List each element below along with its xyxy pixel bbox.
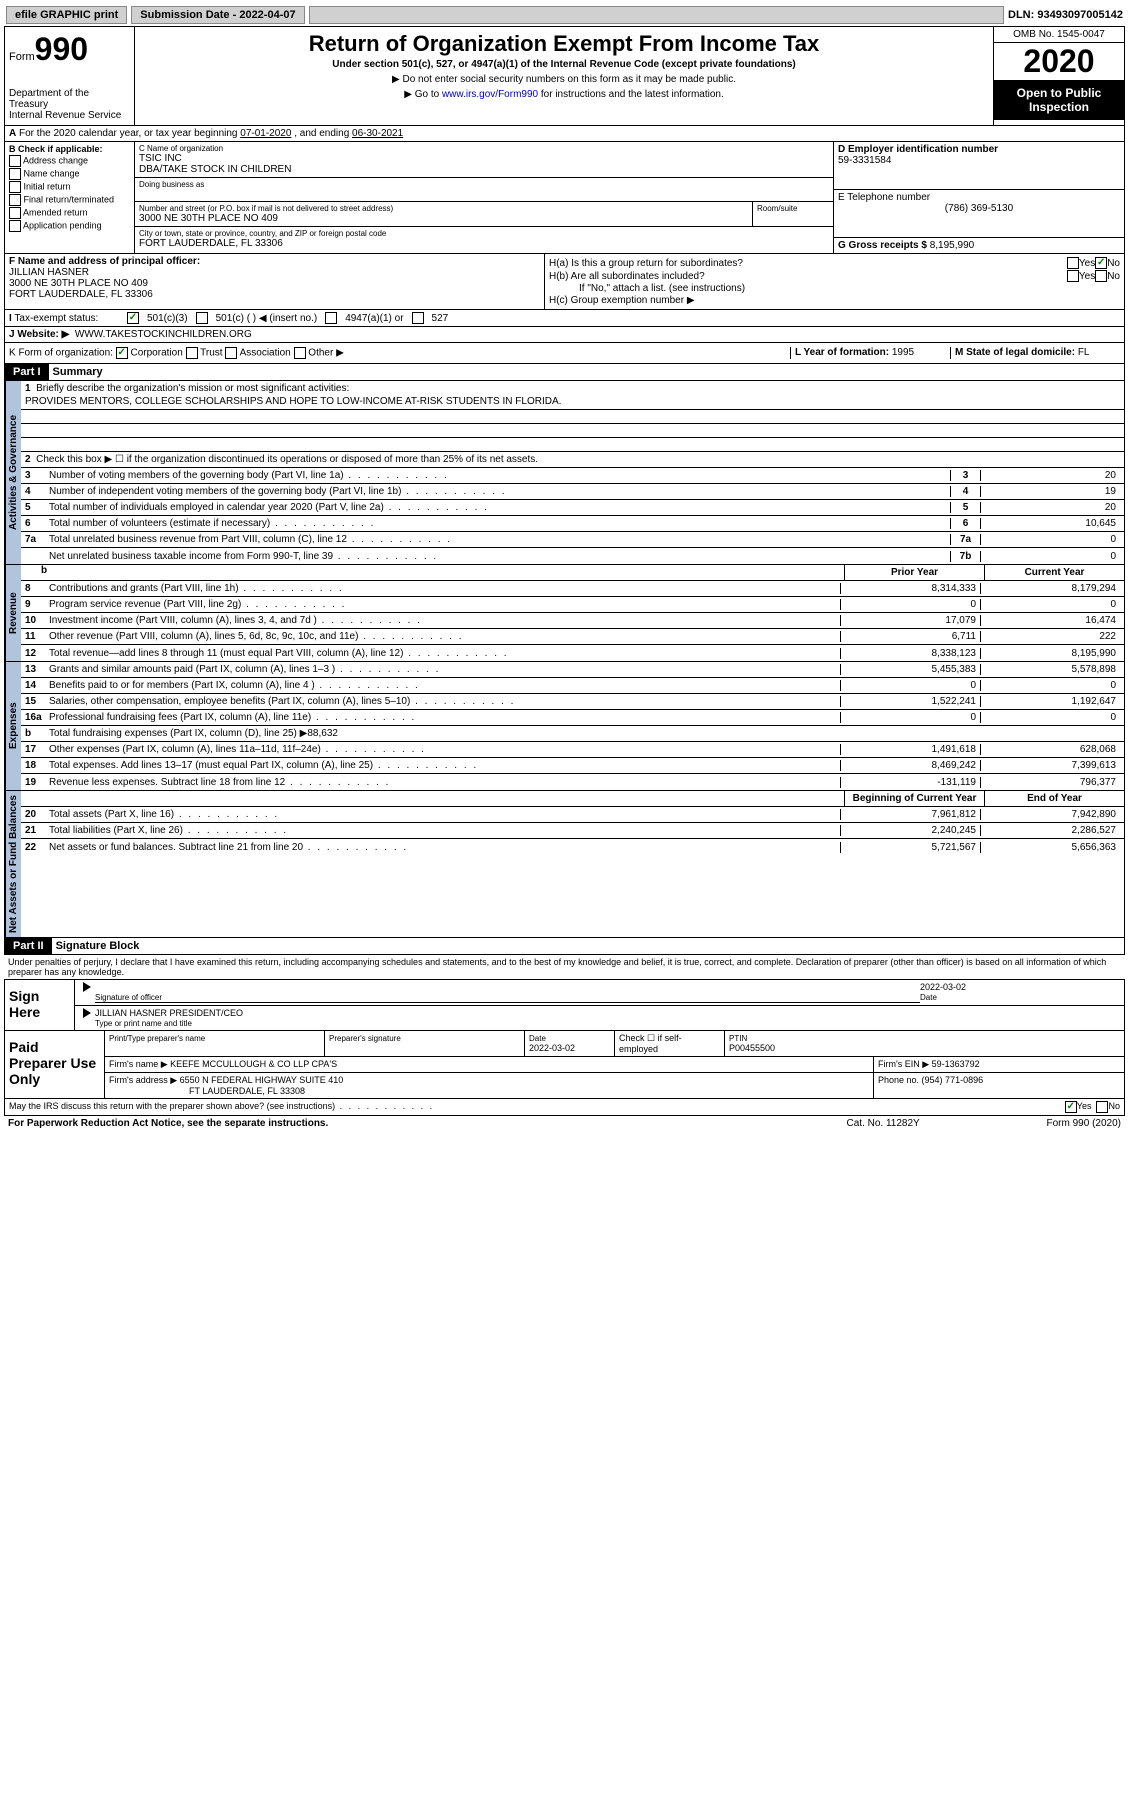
form-subtitle: Under section 501(c), 527, or 4947(a)(1)… — [139, 59, 989, 70]
summary-line: 6Total number of volunteers (estimate if… — [21, 516, 1124, 532]
toolbar-spacer — [309, 6, 1004, 24]
ha-question: H(a) Is this a group return for subordin… — [549, 258, 1067, 269]
gross-label: G Gross receipts $ — [838, 240, 930, 251]
instruction-2: ▶ Go to www.irs.gov/Form990 for instruct… — [139, 89, 989, 100]
signature-caret-icon — [83, 1008, 91, 1018]
sign-here-label: Sign Here — [5, 980, 75, 1030]
submission-date-button[interactable]: Submission Date - 2022-04-07 — [131, 6, 304, 24]
summary-line: 20Total assets (Part X, line 16)7,961,81… — [21, 807, 1124, 823]
addr-label: Number and street (or P.O. box if mail i… — [139, 204, 748, 213]
k-row: K Form of organization: Corporation Trus… — [4, 343, 1125, 364]
form-header: Form990 Department of the Treasury Inter… — [4, 26, 1125, 126]
open-public-badge: Open to Public Inspection — [994, 80, 1124, 120]
expenses-section: Expenses 13Grants and similar amounts pa… — [4, 662, 1125, 791]
perjury-text: Under penalties of perjury, I declare th… — [4, 955, 1125, 979]
part2-header: Part IISignature Block — [4, 938, 1125, 955]
irs-link[interactable]: www.irs.gov/Form990 — [442, 89, 538, 100]
summary-line: bTotal fundraising expenses (Part IX, co… — [21, 726, 1124, 742]
hb-note: If "No," attach a list. (see instruction… — [549, 283, 1120, 294]
org-name: TSIC INC — [139, 153, 829, 164]
hc-question: H(c) Group exemption number ▶ — [549, 295, 1120, 306]
summary-line: 19Revenue less expenses. Subtract line 1… — [21, 774, 1124, 790]
tax-status-row: I Tax-exempt status: 501(c)(3) 501(c) ( … — [4, 310, 1125, 327]
org-info-row: B Check if applicable: Address change Na… — [4, 142, 1125, 254]
page-footer: For Paperwork Reduction Act Notice, see … — [4, 1116, 1125, 1131]
summary-line: 4Number of independent voting members of… — [21, 484, 1124, 500]
paid-preparer-label: Paid Preparer Use Only — [5, 1031, 105, 1098]
discuss-question: May the IRS discuss this return with the… — [9, 1101, 1065, 1113]
org-address: 3000 NE 30TH PLACE NO 409 — [139, 213, 748, 224]
org-dba: DBA/TAKE STOCK IN CHILDREN — [139, 164, 829, 175]
top-toolbar: efile GRAPHIC print Submission Date - 20… — [4, 4, 1125, 26]
summary-line: 13Grants and similar amounts paid (Part … — [21, 662, 1124, 678]
summary-line: 8Contributions and grants (Part VIII, li… — [21, 581, 1124, 597]
netassets-section: Net Assets or Fund Balances Beginning of… — [4, 791, 1125, 938]
ein-value: 59-3331584 — [838, 155, 1120, 166]
room-label: Room/suite — [757, 204, 829, 213]
form-title: Return of Organization Exempt From Incom… — [139, 31, 989, 57]
org-name-label: C Name of organization — [139, 144, 829, 153]
city-label: City or town, state or province, country… — [139, 229, 829, 238]
principal-addr2: FORT LAUDERDALE, FL 33306 — [9, 289, 540, 300]
summary-line: Net unrelated business taxable income fr… — [21, 548, 1124, 564]
summary-line: 11Other revenue (Part VIII, column (A), … — [21, 629, 1124, 645]
check-applicable: B Check if applicable: Address change Na… — [5, 142, 135, 253]
summary-line: 16aProfessional fundraising fees (Part I… — [21, 710, 1124, 726]
part1-header: Part ISummary — [4, 364, 1125, 381]
governance-section: Activities & Governance 1 Briefly descri… — [4, 381, 1125, 565]
website-value: WWW.TAKESTOCKINCHILDREN.ORG — [75, 329, 252, 340]
summary-line: 14Benefits paid to or for members (Part … — [21, 678, 1124, 694]
principal-label: F Name and address of principal officer: — [9, 256, 540, 267]
summary-line: 12Total revenue—add lines 8 through 11 (… — [21, 645, 1124, 661]
instruction-1: ▶ Do not enter social security numbers o… — [139, 74, 989, 85]
form-number: 990 — [35, 31, 88, 67]
summary-line: 7aTotal unrelated business revenue from … — [21, 532, 1124, 548]
phone-value: (786) 369-5130 — [838, 203, 1120, 214]
efile-button[interactable]: efile GRAPHIC print — [6, 6, 127, 24]
summary-line: 18Total expenses. Add lines 13–17 (must … — [21, 758, 1124, 774]
dba-label: Doing business as — [139, 180, 829, 189]
summary-line: 3Number of voting members of the governi… — [21, 468, 1124, 484]
summary-line: 15Salaries, other compensation, employee… — [21, 694, 1124, 710]
org-city: FORT LAUDERDALE, FL 33306 — [139, 238, 829, 249]
summary-line: 9Program service revenue (Part VIII, lin… — [21, 597, 1124, 613]
summary-line: 5Total number of individuals employed in… — [21, 500, 1124, 516]
ein-label: D Employer identification number — [838, 144, 1120, 155]
revenue-section: Revenue bPrior YearCurrent Year 8Contrib… — [4, 565, 1125, 662]
summary-line: 21Total liabilities (Part X, line 26)2,2… — [21, 823, 1124, 839]
mission-text: PROVIDES MENTORS, COLLEGE SCHOLARSHIPS A… — [21, 396, 1124, 410]
hb-question: H(b) Are all subordinates included? — [549, 271, 1067, 282]
form-word: Form — [9, 51, 35, 63]
website-row: J Website: ▶ WWW.TAKESTOCKINCHILDREN.ORG — [4, 327, 1125, 343]
summary-line: 10Investment income (Part VIII, column (… — [21, 613, 1124, 629]
summary-line: 17Other expenses (Part IX, column (A), l… — [21, 742, 1124, 758]
tax-period: A For the 2020 calendar year, or tax yea… — [4, 126, 1125, 142]
dln-label: DLN: 93493097005142 — [1008, 9, 1123, 21]
principal-addr1: 3000 NE 30TH PLACE NO 409 — [9, 278, 540, 289]
phone-label: E Telephone number — [838, 192, 1120, 203]
summary-line: 22Net assets or fund balances. Subtract … — [21, 839, 1124, 855]
tax-year: 2020 — [994, 43, 1124, 80]
gross-value: 8,195,990 — [930, 240, 975, 251]
signature-caret-icon — [83, 982, 91, 992]
principal-name: JILLIAN HASNER — [9, 267, 540, 278]
omb-number: OMB No. 1545-0047 — [994, 27, 1124, 43]
dept-treasury: Department of the Treasury Internal Reve… — [9, 88, 130, 121]
principal-row: F Name and address of principal officer:… — [4, 254, 1125, 310]
